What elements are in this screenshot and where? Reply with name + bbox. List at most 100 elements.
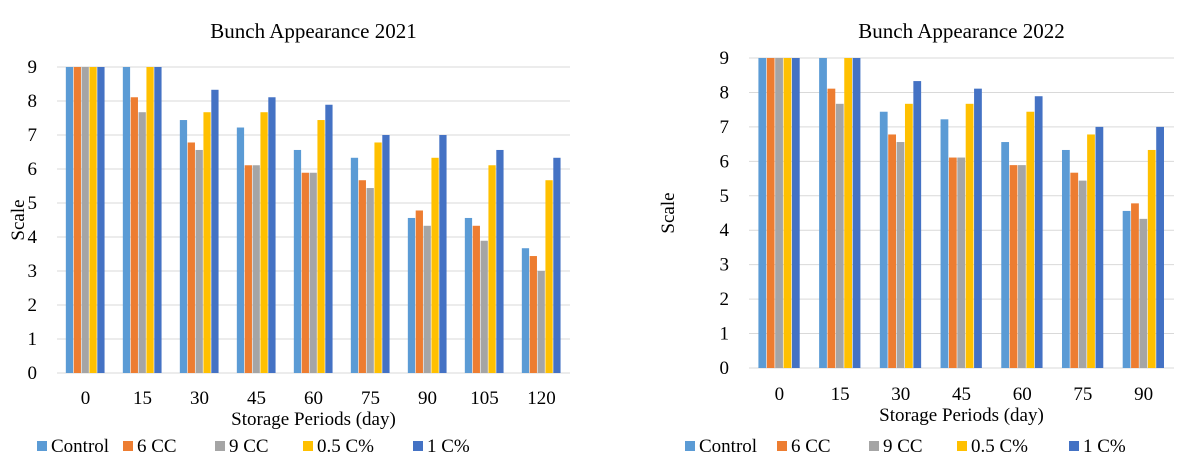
bar-9-cc-day-0	[775, 58, 783, 368]
x-tick-label: 45	[952, 384, 971, 405]
y-tick-label: 7	[28, 125, 38, 146]
x-tick-label: 60	[1013, 384, 1032, 405]
bar-1-c--day-90	[439, 135, 447, 373]
chart-title: Bunch Appearance 2022	[858, 19, 1064, 43]
legend-swatch	[123, 441, 133, 451]
bar-control-day-15	[819, 58, 827, 368]
y-tick-label: 0	[28, 363, 38, 384]
bar-9-cc-day-105	[480, 240, 488, 373]
bar-0-5-c--day-0	[783, 58, 792, 368]
bar-1-c--day-90	[1156, 126, 1164, 368]
y-tick-label: 6	[720, 151, 730, 172]
bar-9-cc-day-60	[309, 172, 317, 373]
bar-control-day-0	[65, 67, 74, 373]
bar-9-cc-day-30	[896, 142, 905, 368]
y-tick-label: 9	[720, 48, 730, 69]
y-tick-label: 7	[720, 117, 730, 138]
x-tick-label: 0	[81, 388, 91, 409]
bar-control-day-75	[1061, 149, 1070, 368]
bar-6-cc-day-30	[187, 142, 195, 373]
bar-6-cc-day-120	[529, 256, 537, 373]
x-tick-label: 0	[775, 384, 785, 405]
bar-1-c--day-75	[1095, 126, 1104, 368]
legend-swatch	[37, 441, 47, 451]
bar-0-5-c--day-90	[431, 157, 439, 373]
bar-control-day-105	[464, 217, 473, 373]
bar-6-cc-day-0	[73, 67, 81, 373]
bar-9-cc-day-15	[835, 103, 844, 369]
bar-0-5-c--day-60	[317, 120, 325, 373]
legend-swatch	[869, 441, 879, 451]
bar-1-c--day-15	[154, 67, 162, 373]
legend-label: 1 C%	[427, 436, 470, 457]
x-tick-label: 45	[247, 388, 266, 409]
bar-0-5-c--day-75	[374, 142, 382, 373]
y-tick-label: 5	[28, 193, 38, 214]
x-axis-label: Storage Periods (day)	[231, 409, 396, 430]
bar-0-5-c--day-0	[89, 67, 97, 373]
bar-control-day-15	[122, 67, 131, 373]
legend-label: 6 CC	[791, 436, 831, 457]
x-tick-label: 75	[1073, 384, 1092, 405]
bar-1-c--day-30	[211, 89, 219, 373]
legend-swatch	[215, 441, 225, 451]
bar-0-5-c--day-90	[1147, 149, 1156, 368]
legend-label: 9 CC	[229, 436, 269, 457]
bar-0-5-c--day-15	[844, 58, 853, 368]
y-axis-label: Scale	[8, 199, 29, 240]
bar-6-cc-day-105	[472, 225, 480, 373]
legend-label: 6 CC	[137, 436, 177, 457]
bar-9-cc-day-45	[252, 165, 260, 373]
bar-6-cc-day-45	[244, 165, 252, 373]
bar-control-day-75	[350, 157, 359, 373]
bar-6-cc-day-90	[1131, 203, 1139, 368]
bar-9-cc-day-75	[1078, 180, 1087, 368]
bar-6-cc-day-45	[948, 157, 957, 368]
bar-6-cc-day-30	[888, 134, 896, 368]
x-axis-label: Storage Periods (day)	[879, 405, 1044, 426]
bar-0-5-c--day-30	[203, 112, 211, 373]
y-tick-label: 0	[720, 358, 730, 379]
bar-6-cc-day-15	[130, 97, 138, 373]
legend-label: Control	[51, 436, 109, 457]
bar-1-c--day-0	[97, 67, 105, 373]
bar-0-5-c--day-120	[545, 180, 553, 373]
bar-1-c--day-105	[496, 149, 504, 373]
bar-1-c--day-75	[382, 135, 390, 373]
bar-6-cc-day-90	[415, 210, 423, 373]
y-tick-label: 3	[720, 255, 730, 276]
bar-1-c--day-30	[913, 81, 922, 369]
y-tick-label: 3	[28, 261, 38, 282]
legend-label: 0.5 C%	[317, 436, 374, 457]
bar-control-day-45	[940, 119, 949, 368]
bar-9-cc-day-90	[1139, 218, 1148, 368]
bar-9-cc-day-0	[81, 67, 89, 373]
bar-6-cc-day-60	[301, 172, 309, 373]
bar-1-c--day-45	[974, 88, 982, 369]
bar-control-day-60	[293, 149, 302, 373]
x-tick-label: 120	[527, 388, 556, 409]
y-tick-label: 9	[28, 57, 38, 78]
y-tick-label: 5	[720, 186, 730, 207]
bar-control-day-30	[879, 111, 888, 368]
bar-6-cc-day-75	[1070, 172, 1079, 368]
x-tick-label: 15	[831, 384, 850, 405]
y-tick-label: 4	[720, 220, 730, 241]
bar-control-day-30	[179, 120, 188, 373]
bar-control-day-120	[521, 248, 530, 373]
bar-0-5-c--day-75	[1087, 134, 1095, 368]
bar-1-c--day-60	[325, 104, 333, 374]
bar-0-5-c--day-45	[260, 112, 268, 373]
bar-0-5-c--day-45	[965, 103, 974, 369]
x-tick-label: 30	[891, 384, 910, 405]
bar-9-cc-day-30	[195, 149, 203, 373]
legend-swatch	[303, 441, 313, 451]
bar-control-day-0	[758, 58, 767, 368]
x-tick-label: 90	[418, 388, 437, 409]
bar-1-c--day-45	[268, 97, 276, 373]
y-axis-label: Scale	[658, 192, 679, 233]
bar-9-cc-day-75	[366, 188, 374, 373]
legend-label: 1 C%	[1083, 436, 1126, 457]
x-tick-label: 105	[470, 388, 499, 409]
